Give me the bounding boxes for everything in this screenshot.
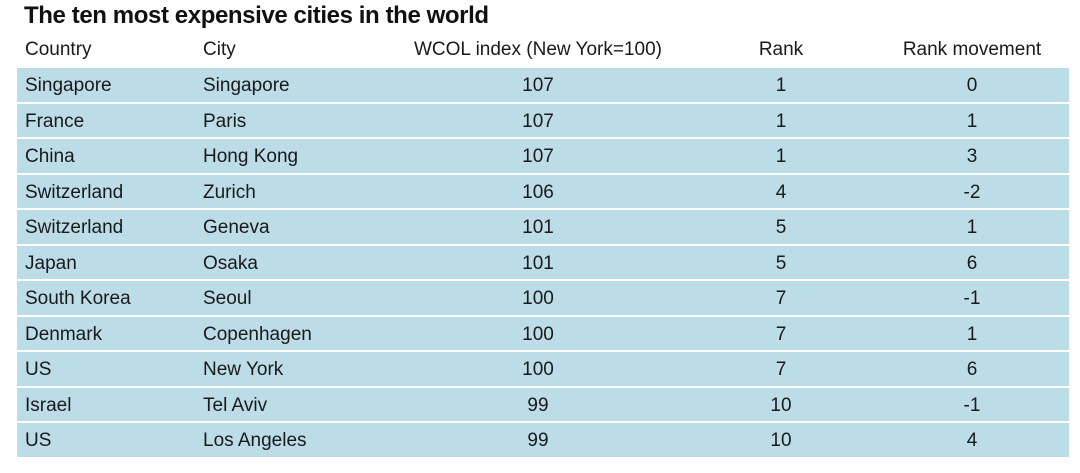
wcol-index-cell: 107 — [522, 110, 554, 132]
country-cell: Singapore — [25, 75, 112, 96]
rank-movement-cell: 1 — [966, 323, 978, 345]
rank-cell: 1 — [775, 75, 787, 96]
rank-cell: 1 — [775, 110, 787, 132]
wcol-index-cell: 100 — [522, 288, 554, 309]
rank-cell: 1 — [775, 146, 787, 167]
country-cell: France — [25, 110, 85, 132]
country-cell: Switzerland — [25, 181, 124, 203]
rank-movement-cell: -2 — [963, 181, 981, 203]
cities-table: Country City WCOL index (New York=100) R… — [17, 32, 1069, 459]
table-row: Switzerland Zurich 106 4 -2 — [17, 174, 1069, 210]
table-header-row: Country City WCOL index (New York=100) R… — [17, 32, 1069, 68]
wcol-index-cell: 101 — [522, 252, 554, 274]
table-row: US Los Angeles 99 10 4 — [17, 423, 1069, 459]
wcol-index-cell: 100 — [522, 359, 554, 380]
rank-cell: 7 — [775, 288, 787, 309]
table-row: China Hong Kong 107 1 3 — [17, 139, 1069, 175]
table-row: Israel Tel Aviv 99 10 -1 — [17, 387, 1069, 423]
rank-movement-cell: 6 — [966, 252, 978, 274]
table-row: Denmark Copenhagen 100 7 1 — [17, 316, 1069, 352]
wcol-index-cell: 101 — [522, 217, 554, 238]
column-header-country: Country — [25, 39, 92, 60]
rank-cell: 5 — [775, 252, 787, 274]
country-cell: China — [25, 146, 75, 167]
rank-cell: 7 — [775, 359, 787, 380]
table-title: The ten most expensive cities in the wor… — [24, 2, 489, 29]
table-row: US New York 100 7 6 — [17, 352, 1069, 388]
city-cell: Tel Aviv — [203, 394, 268, 416]
city-cell: Los Angeles — [203, 430, 307, 451]
country-cell: Japan — [25, 252, 77, 274]
column-header-rank-movement: Rank movement — [902, 39, 1042, 60]
rank-movement-cell: 1 — [966, 110, 978, 132]
country-cell: US — [25, 430, 52, 451]
table-body: Singapore Singapore 107 1 0 France Paris 107 1 1 C… — [17, 68, 1069, 459]
city-cell: Zurich — [203, 181, 256, 203]
rank-movement-cell: 0 — [966, 75, 978, 96]
wcol-index-cell: 107 — [522, 75, 554, 96]
city-cell: Copenhagen — [203, 323, 312, 345]
column-header-rank: Rank — [758, 39, 804, 60]
table-row: Japan Osaka 101 5 6 — [17, 245, 1069, 281]
rank-cell: 7 — [775, 323, 787, 345]
column-header-wcol-index: WCOL index (New York=100) — [414, 39, 662, 60]
country-cell: Switzerland — [25, 217, 124, 238]
wcol-index-cell: 106 — [522, 181, 554, 203]
column-header-city: City — [203, 39, 236, 60]
rank-movement-cell: -1 — [963, 288, 981, 309]
table-row: Switzerland Geneva 101 5 1 — [17, 210, 1069, 246]
table-row: South Korea Seoul 100 7 -1 — [17, 281, 1069, 317]
city-cell: Hong Kong — [203, 146, 299, 167]
table-row: Singapore Singapore 107 1 0 — [17, 68, 1069, 104]
city-cell: New York — [203, 359, 284, 380]
rank-cell: 10 — [770, 394, 792, 416]
wcol-index-cell: 100 — [522, 323, 554, 345]
rank-movement-cell: 3 — [966, 146, 978, 167]
rank-cell: 4 — [775, 181, 787, 203]
wcol-index-cell: 99 — [527, 394, 549, 416]
wcol-index-cell: 99 — [527, 430, 549, 451]
rank-cell: 5 — [775, 217, 787, 238]
rank-cell: 10 — [770, 430, 792, 451]
rank-movement-cell: -1 — [963, 394, 981, 416]
city-cell: Singapore — [203, 75, 290, 96]
country-cell: South Korea — [25, 288, 131, 309]
city-cell: Osaka — [203, 252, 258, 274]
wcol-index-cell: 107 — [522, 146, 554, 167]
city-cell: Paris — [203, 110, 247, 132]
rank-movement-cell: 1 — [966, 217, 978, 238]
table-row: France Paris 107 1 1 — [17, 103, 1069, 139]
city-cell: Seoul — [203, 288, 252, 309]
rank-movement-cell: 6 — [966, 359, 978, 380]
country-cell: US — [25, 359, 52, 380]
rank-movement-cell: 4 — [966, 430, 978, 451]
country-cell: Israel — [25, 394, 72, 416]
country-cell: Denmark — [25, 323, 103, 345]
city-cell: Geneva — [203, 217, 270, 238]
